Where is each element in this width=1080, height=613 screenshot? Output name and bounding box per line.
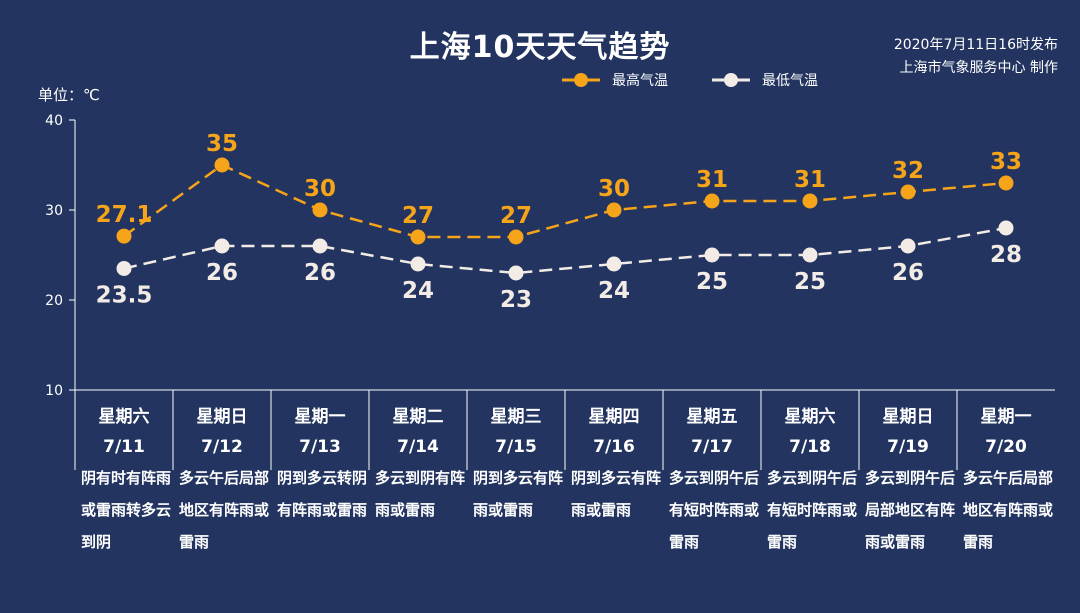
date-label: 7/16: [593, 437, 635, 457]
high-temp-label: 27: [402, 203, 434, 229]
low-temp-label: 26: [892, 260, 924, 286]
legend-high-marker: [562, 73, 600, 87]
low-temp-line: [123, 226, 1007, 275]
date-label: 7/15: [495, 437, 537, 457]
legend-label-high: 最高气温: [612, 73, 668, 89]
high-temp-label: 27.1: [96, 202, 153, 228]
weather-description: 多云到阴午后局部地区有阵雨或雷雨: [865, 469, 956, 551]
weekday-label: 星期五: [687, 407, 738, 427]
weekday-label: 星期六: [785, 406, 836, 427]
date-label: 7/17: [691, 437, 733, 457]
low-temp-label: 25: [696, 269, 728, 295]
low-temp-label: 25: [794, 269, 826, 295]
high-temp-point: [312, 202, 328, 218]
weekday-label: 星期四: [589, 407, 640, 427]
low-temp-label: 23.5: [96, 283, 153, 309]
y-tick-label: 30: [45, 203, 63, 219]
weekday-label: 星期一: [295, 407, 346, 427]
weather-description: 多云到阴午后有短时阵雨或雷雨: [669, 469, 760, 551]
publish-time: 2020年7月11日16时发布: [893, 37, 1058, 53]
high-temp-point: [704, 193, 720, 209]
date-label: 7/18: [789, 437, 831, 457]
legend-low-marker: [712, 73, 750, 87]
weather-description: 多云午后局部地区有阵雨或雷雨: [179, 469, 270, 551]
weekday-label: 星期日: [197, 407, 248, 427]
y-axis-unit: 单位：℃: [38, 86, 100, 104]
high-temp-label: 33: [990, 149, 1022, 175]
low-temp-label: 24: [402, 278, 434, 304]
y-tick-label: 10: [45, 383, 63, 399]
high-temp-label: 31: [696, 167, 728, 193]
high-temp-point: [606, 202, 622, 218]
weekday-label: 星期六: [99, 406, 150, 427]
low-temp-point: [606, 256, 622, 272]
date-label: 7/13: [299, 437, 341, 457]
weather-description: 阴到多云转阴有阵雨或雷雨: [277, 469, 368, 519]
low-temp-point: [116, 261, 132, 276]
high-temp-point: [998, 175, 1014, 191]
date-label: 7/20: [985, 437, 1027, 457]
high-temp-label: 30: [598, 176, 630, 202]
chart-title: 上海10天天气趋势: [409, 30, 671, 65]
low-temp-label: 24: [598, 278, 630, 304]
weather-description: 阴到多云有阵雨或雷雨: [473, 469, 564, 519]
weekday-label: 星期三: [491, 407, 542, 427]
high-temp-point: [116, 228, 132, 244]
legend-item-high: 最高气温: [560, 70, 668, 90]
weather-description: 阴到多云有阵雨或雷雨: [571, 469, 662, 519]
low-temp-point: [998, 220, 1014, 236]
high-temp-point: [802, 193, 818, 209]
date-label: 7/19: [887, 437, 929, 457]
low-temp-point: [900, 238, 916, 254]
low-temp-label: 26: [304, 260, 336, 286]
publish-info: 2020年7月11日16时发布 上海市气象服务中心 制作: [894, 34, 1058, 80]
high-temp-point: [900, 184, 916, 200]
date-label: 7/11: [103, 437, 145, 457]
weekday-label: 星期一: [981, 407, 1032, 427]
high-temp-point: [410, 229, 426, 245]
legend-label-low: 最低气温: [762, 73, 818, 89]
weather-description: 多云到阴有阵雨或雷雨: [375, 469, 466, 519]
high-temp-label: 32: [892, 158, 924, 184]
weather-description: 多云到阴午后有短时阵雨或雷雨: [767, 469, 858, 551]
low-temp-label: 26: [206, 260, 238, 286]
low-temp-label: 28: [990, 242, 1022, 268]
high-temp-line: [123, 163, 1007, 239]
high-temp-label: 30: [304, 176, 336, 202]
high-temp-point: [508, 229, 524, 245]
date-label: 7/12: [201, 437, 243, 457]
low-temp-point: [704, 247, 720, 263]
publisher: 上海市气象服务中心 制作: [899, 60, 1058, 76]
weekday-label: 星期日: [883, 407, 934, 427]
low-temp-label: 23: [500, 287, 532, 313]
low-temp-point: [214, 238, 230, 254]
legend-item-low: 最低气温: [710, 70, 818, 90]
y-tick-label: 40: [45, 113, 63, 129]
low-temp-point: [410, 256, 426, 272]
low-temp-point: [802, 247, 818, 263]
y-tick-label: 20: [45, 293, 63, 309]
high-temp-label: 27: [500, 203, 532, 229]
date-label: 7/14: [397, 437, 439, 457]
high-temp-label: 35: [206, 131, 238, 157]
high-temp-label: 31: [794, 167, 826, 193]
weekday-label: 星期二: [393, 407, 444, 427]
weather-description: 阴有时有阵雨或雷雨转多云到阴: [81, 469, 172, 551]
low-temp-point: [508, 265, 524, 281]
low-temp-point: [312, 238, 328, 254]
high-temp-point: [214, 157, 230, 173]
weather-description: 多云午后局部地区有阵雨或雷雨: [963, 469, 1054, 551]
